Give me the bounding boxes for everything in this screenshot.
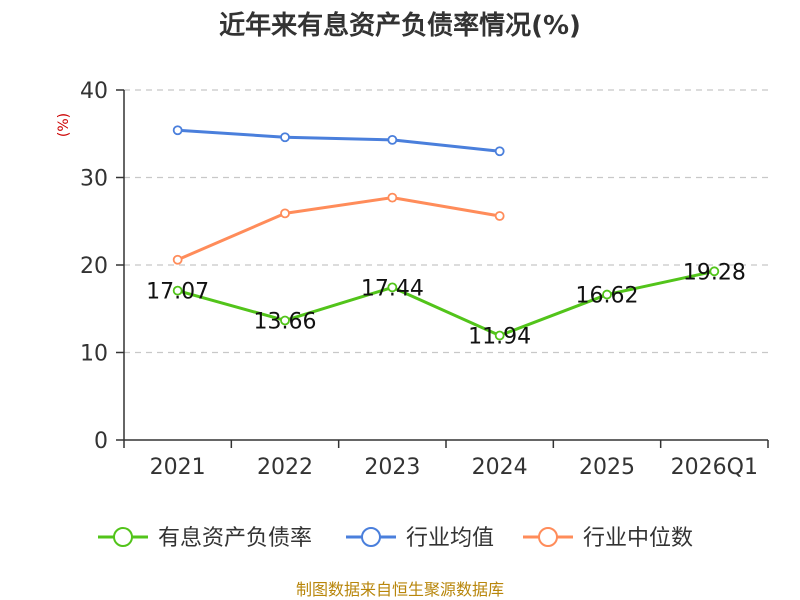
data-label-2024: 11.94	[468, 325, 531, 350]
series	[172, 125, 720, 341]
series-line-1	[177, 128, 500, 153]
x-tick-label-2023: 2023	[364, 455, 420, 480]
legend-item-0: 有息资产负债率	[98, 526, 312, 551]
point-s1-2024	[494, 146, 505, 157]
point-s2-2024	[494, 211, 505, 221]
point-s0-2021	[172, 285, 183, 296]
y-tick-label-0: 0	[94, 429, 108, 454]
series-line-0	[177, 269, 715, 338]
legend-label-1: 行业均值	[406, 526, 494, 551]
legend-marker-1	[361, 527, 381, 547]
point-s2-2021	[172, 254, 183, 265]
axes: 0 10 20 30 40 2021 2022 2023 2024 2025 2026Q1	[80, 79, 769, 480]
legend-marker-2	[538, 527, 558, 547]
point-s0-2024	[494, 330, 505, 341]
legend-item-2: 行业中位数	[523, 526, 693, 551]
data-labels: 17.07 13.66 17.44 11.94 16.62 19.28	[146, 260, 746, 349]
point-s0-2025	[602, 289, 612, 300]
legend: 有息资产负债率 行业均值 行业中位数	[98, 526, 693, 551]
data-label-2026Q1: 19.28	[683, 260, 746, 285]
y-axis-unit: (%)	[56, 113, 72, 137]
x-tick-label-2026Q1: 2026Q1	[671, 455, 758, 480]
y-tick-label-30: 30	[80, 167, 108, 192]
y-tick-label-20: 20	[80, 254, 108, 279]
source-note: 制图数据来自恒生聚源数据库	[296, 580, 504, 599]
legend-item-1: 行业均值	[346, 526, 494, 551]
series-line-2	[177, 196, 500, 262]
data-label-2025: 16.62	[576, 284, 639, 309]
data-label-2021: 17.07	[146, 280, 209, 305]
legend-label-2: 行业中位数	[583, 526, 693, 551]
x-tick-label-2025: 2025	[579, 455, 635, 480]
legend-marker-0	[113, 527, 133, 547]
grid	[124, 89, 768, 354]
y-tick-label-40: 40	[80, 79, 108, 104]
point-s1-2023	[387, 134, 398, 145]
point-s2-2023	[387, 192, 398, 203]
point-s2-2022	[280, 208, 290, 219]
point-s0-2023	[387, 282, 398, 293]
data-label-2023: 17.44	[361, 276, 424, 301]
point-s0-2022	[280, 315, 290, 326]
chart-title: 近年来有息资产负债率情况(%)	[219, 10, 581, 41]
x-tick-label-2022: 2022	[257, 455, 313, 480]
x-tick-label-2024: 2024	[472, 455, 528, 480]
point-s1-2022	[280, 132, 290, 143]
y-tick-label-10: 10	[80, 342, 108, 367]
x-tick-label-2021: 2021	[150, 455, 206, 480]
legend-label-0: 有息资产负债率	[158, 526, 312, 551]
point-s0-2026Q1	[709, 266, 720, 277]
data-label-2022: 13.66	[254, 309, 317, 334]
point-s1-2021	[172, 125, 183, 136]
